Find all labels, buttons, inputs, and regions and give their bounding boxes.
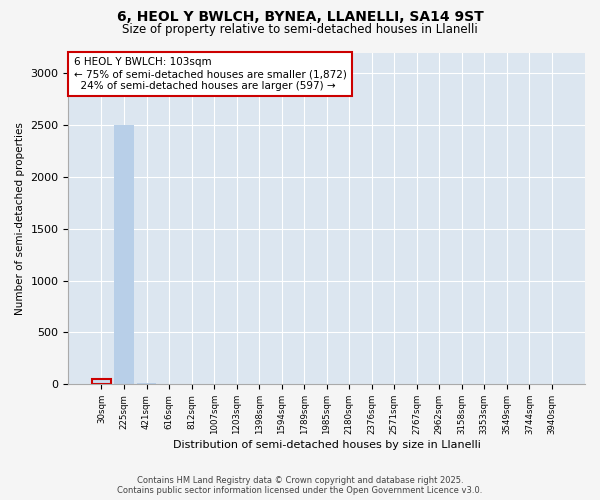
X-axis label: Distribution of semi-detached houses by size in Llanelli: Distribution of semi-detached houses by … bbox=[173, 440, 481, 450]
Y-axis label: Number of semi-detached properties: Number of semi-detached properties bbox=[15, 122, 25, 315]
Text: 6 HEOL Y BWLCH: 103sqm
← 75% of semi-detached houses are smaller (1,872)
  24% o: 6 HEOL Y BWLCH: 103sqm ← 75% of semi-det… bbox=[74, 58, 346, 90]
Text: Contains HM Land Registry data © Crown copyright and database right 2025.
Contai: Contains HM Land Registry data © Crown c… bbox=[118, 476, 482, 495]
Text: 6, HEOL Y BWLCH, BYNEA, LLANELLI, SA14 9ST: 6, HEOL Y BWLCH, BYNEA, LLANELLI, SA14 9… bbox=[116, 10, 484, 24]
Text: Size of property relative to semi-detached houses in Llanelli: Size of property relative to semi-detach… bbox=[122, 22, 478, 36]
Bar bbox=[115, 125, 134, 384]
Bar bbox=[92, 379, 111, 384]
